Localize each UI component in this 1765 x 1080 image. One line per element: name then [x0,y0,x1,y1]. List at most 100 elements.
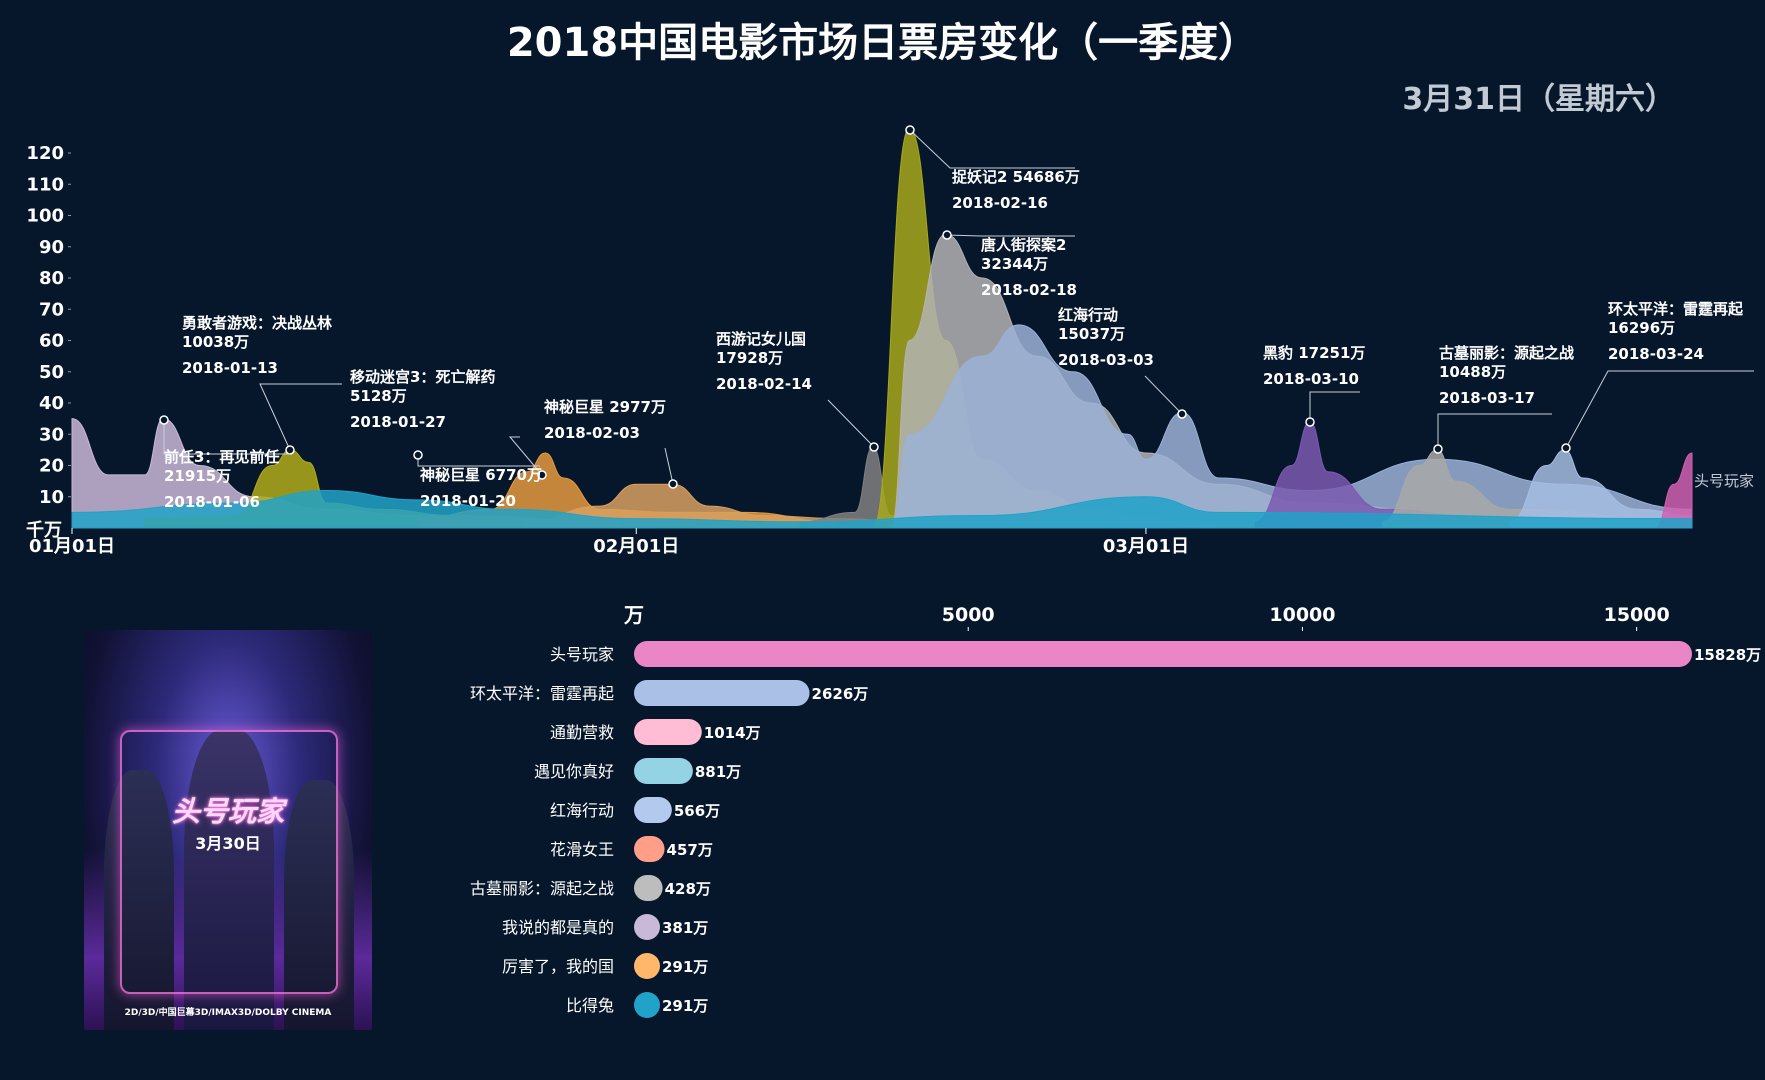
annotation-date: 2018-02-18 [981,281,1077,299]
annotation-date: 2018-03-24 [1608,345,1704,363]
annotation-title: 西游记女儿国 [716,330,806,348]
annotation-date: 2018-01-20 [420,492,516,510]
bar-category-label: 厉害了，我的国 [502,957,614,976]
annotation-title: 环太平洋：雷霆再起 [1608,300,1744,318]
annotation-date: 2018-03-03 [1058,351,1154,369]
annotation-title: 古墓丽影：源起之战 [1439,344,1574,362]
y-tick-label: 40 [39,393,64,414]
x-tick-label: 03月01日 [1103,536,1189,557]
annotation-date: 2018-02-14 [716,375,812,393]
annotation-title: 神秘巨星 6770万 [420,466,542,484]
bar-category-label: 红海行动 [550,801,614,820]
bar-tick-label: 5000 [942,604,995,626]
annotation-leader [417,455,540,467]
bar-value-label: 457万 [667,841,713,859]
bar-rect [634,875,663,901]
annotation-title: 唐人街探案2 [981,236,1066,254]
movie-poster: 头号玩家 3月30日 2D/3D/中国巨幕3D/IMAX3D/DOLBY CIN… [84,630,372,1030]
bar-value-label: 1014万 [704,724,761,742]
annotation-marker [1177,409,1187,419]
poster-neon-frame [120,730,338,994]
annotation-date: 2018-02-16 [952,194,1048,212]
y-tick-label: 120 [26,143,64,164]
annotation-title: 红海行动 [1058,306,1118,324]
annotation-leader [827,399,875,448]
poster-bottom-text: 2D/3D/中国巨幕3D/IMAX3D/DOLBY CINEMA [124,1008,332,1018]
bar-rect [634,680,810,706]
bar-category-label: 环太平洋：雷霆再起 [470,684,614,703]
bar-category-label: 花滑女王 [550,840,614,859]
bar-rect [634,758,693,784]
bar-value-label: 881万 [695,763,741,781]
bar-value-label: 2626万 [812,685,869,703]
annotation-leader [664,447,674,485]
annotation-leader [946,234,1075,237]
bar-category-label: 古墓丽影：源起之战 [470,879,614,898]
bar-rect [634,914,660,940]
page-title: 2018中国电影市场日票房变化（一季度） [506,20,1259,66]
poster-figure-right [284,780,354,1030]
bar-rect [634,953,660,979]
annotation-leader [1144,375,1183,415]
annotation-title: 勇敢者游戏：决战丛林 [182,314,333,332]
poster-figure-left [104,770,174,1030]
annotation-title: 黑豹 17251万 [1263,344,1365,362]
y-tick-label: 70 [39,299,64,320]
annotation-leader [259,383,342,451]
bar-rect [634,641,1692,667]
bar-category-label: 通勤营救 [550,723,614,742]
annotation-value: 17928万 [716,349,783,367]
annotation-title: 捉妖记2 54686万 [952,168,1080,186]
bar-axis-unit: 万 [623,603,644,627]
area-series-7 [890,324,1693,529]
annotation-marker [1305,417,1315,427]
annotation-value: 32344万 [981,255,1048,273]
annotation-value: 5128万 [350,387,407,405]
annotation-title: 神秘巨星 2977万 [544,398,666,416]
annotation-date: 2018-03-17 [1439,389,1535,407]
annotation-marker [905,125,915,135]
annotation-leader [1309,391,1360,422]
date-readout: 3月31日（星期六） [1402,82,1675,117]
annotation-value: 10488万 [1439,363,1506,381]
y-tick-label: 10 [39,487,64,508]
annotation-marker [869,442,879,452]
bar-value-label: 291万 [662,997,708,1015]
annotation-value: 15037万 [1058,325,1125,343]
bar-value-label: 15828万 [1694,646,1761,664]
bar-value-label: 428万 [665,880,711,898]
x-tick-label: 01月01日 [29,536,115,557]
bar-tick-label: 15000 [1604,604,1670,626]
annotation-value: 10038万 [182,333,249,351]
y-tick-label: 90 [39,237,64,258]
bar-category-label: 比得兔 [566,996,614,1015]
poster-title: 头号玩家 [171,795,284,828]
annotation-title: 移动迷宫3：死亡解药 [350,368,495,386]
annotation-marker [413,450,423,460]
annotation-leader [1437,413,1552,449]
annotation-marker [537,470,547,480]
y-tick-label: 60 [39,331,64,352]
annotation-date: 2018-01-27 [350,413,446,431]
bar-tick-label: 10000 [1269,604,1335,626]
annotation-marker [668,479,678,489]
y-tick-label: 20 [39,456,64,477]
annotation-leader [508,436,543,476]
y-axis-unit: 千万 [26,520,62,541]
bar-rect [634,719,702,745]
area-series-11 [1655,452,1693,529]
poster-figure-center [184,730,274,1030]
annotation-leader [163,420,290,455]
annotation-value: 16296万 [1608,319,1675,337]
y-tick-label: 100 [26,206,64,227]
annotation-leader [1565,370,1754,449]
area-end-label: 头号玩家 [1694,472,1754,490]
annotation-leader [909,129,1075,169]
y-tick-label: 30 [39,424,64,445]
annotation-value: 21915万 [164,467,231,485]
annotation-marker [942,230,952,240]
bar-rect [634,797,672,823]
bar-category-label: 遇见你真好 [534,762,614,781]
